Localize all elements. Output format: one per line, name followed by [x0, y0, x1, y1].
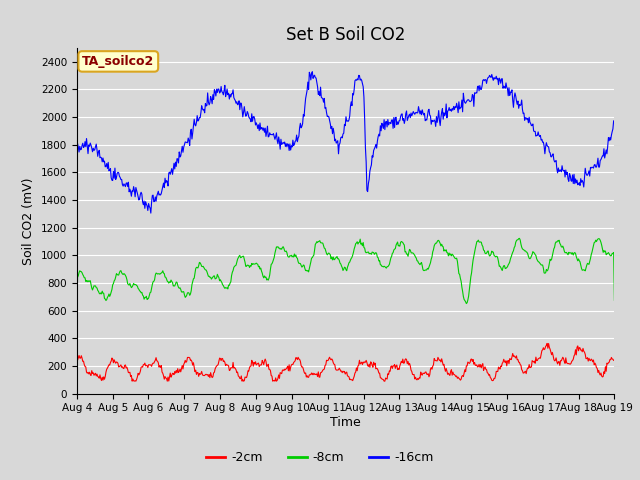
-8cm — [83, 277, 90, 283]
-16cm — [221, 94, 229, 99]
-16cm — [611, 118, 618, 124]
-8cm — [193, 264, 200, 270]
-16cm — [193, 113, 201, 119]
-2cm — [412, 374, 419, 380]
-8cm — [516, 236, 524, 241]
-2cm — [139, 364, 147, 370]
-16cm — [73, 143, 81, 148]
-16cm — [138, 191, 146, 197]
-2cm — [543, 341, 551, 347]
-16cm — [428, 118, 436, 123]
-8cm — [411, 252, 419, 258]
-2cm — [428, 365, 435, 371]
-16cm — [147, 210, 155, 216]
Y-axis label: Soil CO2 (mV): Soil CO2 (mV) — [22, 177, 35, 264]
-16cm — [412, 109, 420, 115]
X-axis label: Time: Time — [330, 416, 361, 429]
Line: -8cm: -8cm — [77, 239, 614, 316]
Legend: -2cm, -8cm, -16cm: -2cm, -8cm, -16cm — [201, 446, 439, 469]
-2cm — [128, 378, 136, 384]
Text: TA_soilco2: TA_soilco2 — [82, 55, 154, 68]
-8cm — [611, 298, 618, 303]
Line: -16cm: -16cm — [77, 72, 614, 213]
-2cm — [611, 358, 618, 363]
-8cm — [73, 313, 81, 319]
Line: -2cm: -2cm — [77, 344, 614, 381]
-8cm — [221, 286, 228, 291]
-2cm — [73, 358, 81, 363]
-2cm — [83, 369, 90, 375]
-8cm — [427, 260, 435, 265]
-2cm — [193, 370, 201, 375]
Title: Set B Soil CO2: Set B Soil CO2 — [286, 25, 405, 44]
-16cm — [83, 136, 90, 142]
-16cm — [308, 69, 316, 74]
-2cm — [221, 363, 229, 369]
-8cm — [138, 289, 146, 295]
